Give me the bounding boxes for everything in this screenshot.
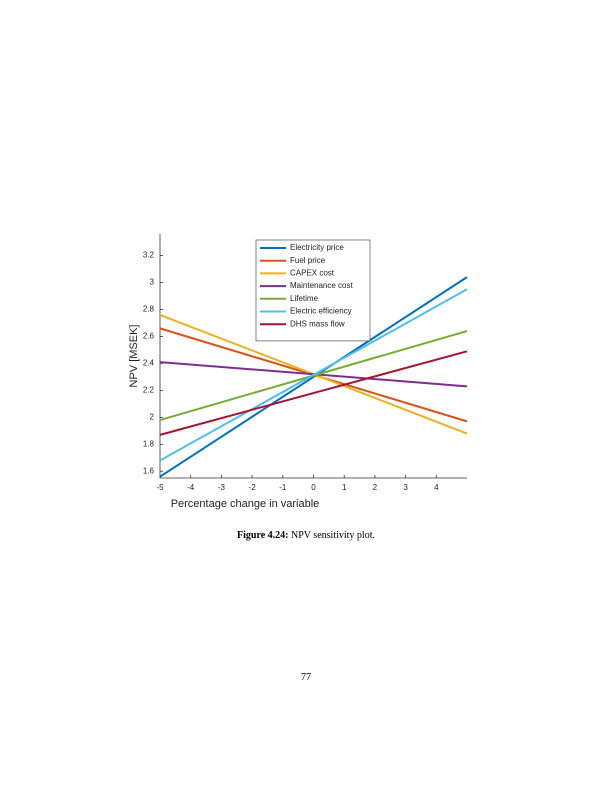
x-tick-label: -2 — [249, 483, 257, 492]
x-tick-label: 0 — [311, 483, 316, 492]
legend-label: DHS mass flow — [290, 319, 345, 328]
page-number: 77 — [301, 672, 311, 683]
x-tick-label: 1 — [342, 483, 347, 492]
x-tick-label: -4 — [187, 483, 195, 492]
legend-label: Electric efficiency — [290, 307, 352, 316]
caption: Figure 4.24: NPV sensitivity plot. — [0, 530, 612, 541]
y-tick-label: 2.6 — [143, 332, 155, 341]
x-tick-label: -1 — [279, 483, 287, 492]
x-tick-label: 3 — [403, 483, 408, 492]
legend-box — [255, 239, 371, 342]
y-tick-label: 2.8 — [143, 305, 155, 314]
legend-label: CAPEX cost — [290, 269, 335, 278]
y-tick-label: 1.6 — [143, 466, 155, 475]
x-axis-label: Percentage change in variable — [171, 498, 320, 510]
caption-text: NPV sensitivity plot. — [290, 530, 375, 541]
y-tick-label: 3.2 — [143, 251, 155, 260]
series-line — [159, 276, 468, 478]
y-tick-label: 1.8 — [143, 439, 155, 448]
y-tick-label: 3 — [150, 278, 155, 287]
series-line — [159, 350, 468, 436]
series-line — [159, 288, 468, 462]
y-tick-label: 2.4 — [143, 359, 155, 368]
chart: Percentage change in variable NPV [MSEK]… — [128, 234, 468, 510]
y-tick-label: 2 — [150, 412, 155, 421]
x-tick-label: -5 — [156, 483, 164, 492]
caption-label: Figure 4.24: — [237, 530, 289, 541]
x-tick-label: 2 — [373, 483, 378, 492]
x-tick-label: -3 — [218, 483, 226, 492]
legend-label: Electricity price — [290, 243, 344, 252]
y-tick-label: 2.2 — [143, 385, 155, 394]
x-tick-label: 4 — [434, 483, 439, 492]
y-axis-label: NPV [MSEK] — [128, 325, 140, 388]
legend-label: Maintenance cost — [290, 281, 353, 290]
legend-label: Lifetime — [290, 294, 319, 303]
legend-label: Fuel price — [290, 256, 326, 265]
